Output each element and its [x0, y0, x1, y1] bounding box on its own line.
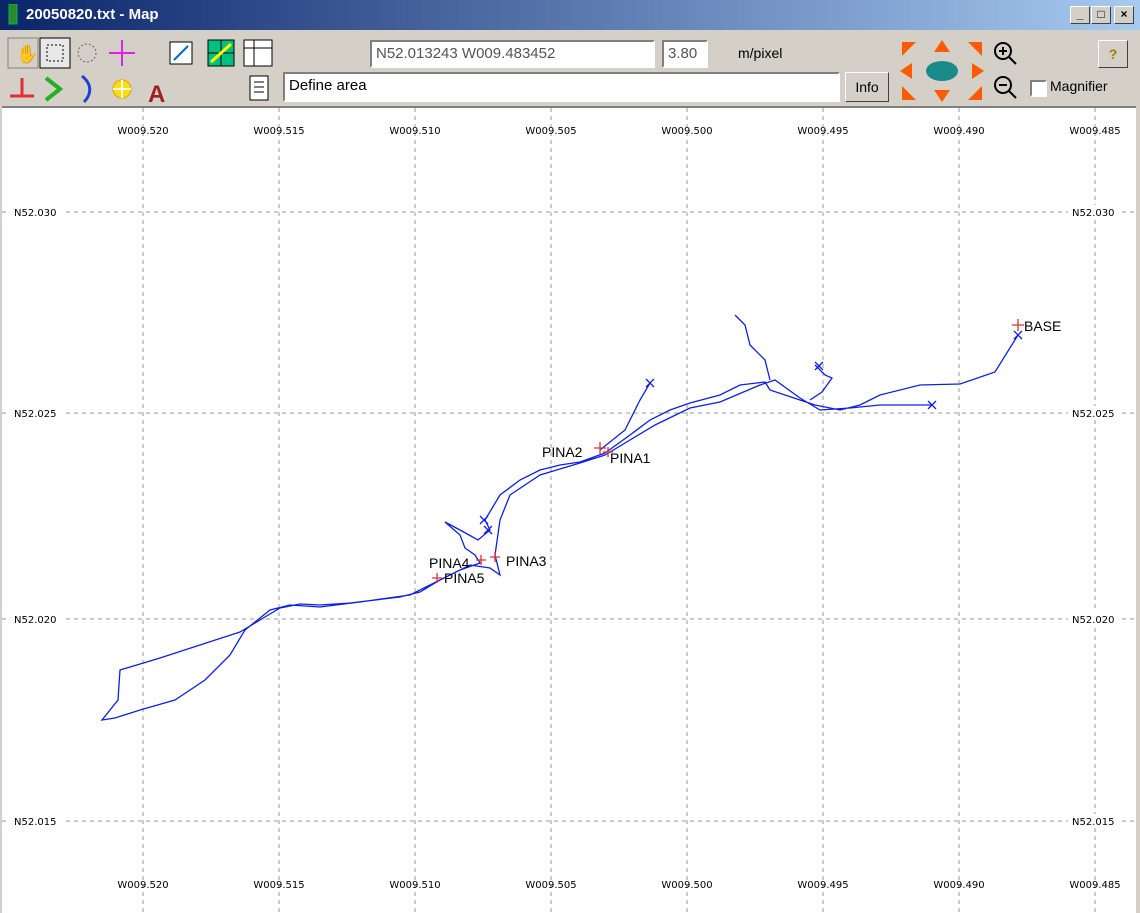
map-canvas[interactable]: W009.520 W009.520 W009.515 W009.515 W009.510… — [2, 106, 1136, 913]
waypoint-label: BASE — [1024, 318, 1061, 334]
status-field: Define area — [283, 72, 840, 102]
longitude-label: W009.500 — [661, 126, 712, 137]
longitude-label: W009.485 — [1069, 126, 1120, 137]
track-branch — [809, 364, 833, 401]
longitude-label: W009.495 — [797, 126, 848, 137]
track-branch — [599, 382, 651, 451]
window-title: 20050820.txt - Map — [26, 6, 159, 23]
label-bg — [10, 205, 62, 219]
coordinate-field: N52.013243 W009.483452 — [370, 40, 655, 68]
latitude-label: N52.020 — [1072, 615, 1114, 626]
waypoint-markers — [432, 319, 1024, 583]
help-button[interactable]: ? — [1098, 40, 1128, 68]
grid-labels: W009.520 W009.520 W009.515 W009.515 W009.510… — [10, 126, 1122, 891]
longitude-label: W009.490 — [933, 126, 984, 137]
latitude-label: N52.015 — [1072, 817, 1114, 828]
longitude-label: W009.515 — [253, 880, 304, 891]
scale-field[interactable]: 3.80 — [662, 40, 708, 68]
waypoint-label: PINA5 — [444, 570, 485, 586]
scale-unit: m/pixel — [738, 45, 783, 61]
tool-row-1[interactable]: ✋ — [7, 37, 273, 69]
label-bg — [1068, 814, 1122, 828]
latitude-label: N52.015 — [14, 817, 56, 828]
close-button[interactable]: × — [1114, 6, 1134, 24]
longitude-label: W009.510 — [389, 126, 440, 137]
maximize-button[interactable]: □ — [1091, 6, 1111, 24]
title-bar: 20050820.txt - Map _ □ × — [0, 0, 1140, 30]
svg-text:✋: ✋ — [16, 43, 38, 64]
label-bg — [10, 612, 62, 626]
longitude-label: W009.515 — [253, 126, 304, 137]
latitude-label: N52.025 — [14, 409, 56, 420]
minimize-button[interactable]: _ — [1070, 6, 1090, 24]
tool-icons: ✋ A — [7, 37, 273, 106]
longitude-label: W009.490 — [933, 880, 984, 891]
magnifier-label: Magnifier — [1050, 78, 1108, 94]
track-main — [100, 334, 1019, 721]
svg-text:A: A — [148, 81, 165, 106]
longitude-label: W009.510 — [389, 880, 440, 891]
longitude-label: W009.485 — [1069, 880, 1120, 891]
info-button[interactable]: Info — [845, 72, 889, 102]
latitude-label: N52.020 — [14, 615, 56, 626]
label-bg — [1068, 205, 1122, 219]
waypoints: BASE PINA1 PINA2 PINA3 PINA4 PINA5 — [429, 318, 1061, 586]
waypoint-label: PINA3 — [506, 553, 547, 569]
longitude-label: W009.495 — [797, 880, 848, 891]
magnifier-checkbox[interactable] — [1030, 80, 1047, 97]
pan-pad[interactable] — [896, 38, 988, 104]
longitude-label: W009.505 — [525, 880, 576, 891]
longitude-label: W009.500 — [661, 880, 712, 891]
track-branch — [734, 314, 771, 381]
label-bg — [1068, 612, 1122, 626]
waypoint-label: PINA4 — [429, 555, 470, 571]
label-bg — [1068, 406, 1122, 420]
grid — [2, 108, 1136, 913]
longitude-label: W009.520 — [117, 880, 168, 891]
zoom-buttons[interactable] — [990, 38, 1020, 104]
latitude-label: N52.030 — [14, 208, 56, 219]
longitude-label: W009.505 — [525, 126, 576, 137]
latitude-label: N52.025 — [1072, 409, 1114, 420]
track — [100, 314, 1023, 721]
waypoint-label: PINA2 — [542, 444, 583, 460]
tool-row-2[interactable]: A — [10, 74, 269, 106]
longitude-label: W009.520 — [117, 126, 168, 137]
track-markers — [479, 330, 1023, 535]
label-bg — [10, 814, 62, 828]
latitude-label: N52.030 — [1072, 208, 1114, 219]
app-icon — [8, 4, 18, 25]
label-bg — [10, 406, 62, 420]
waypoint-label: PINA1 — [610, 450, 651, 466]
